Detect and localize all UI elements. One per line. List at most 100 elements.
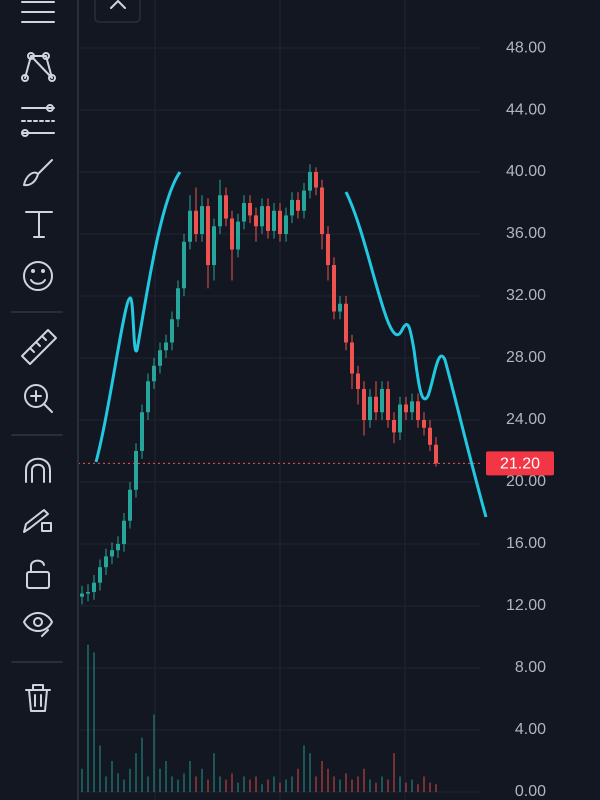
candle-body	[80, 593, 84, 597]
candle-body	[146, 381, 150, 413]
volume-bar	[111, 760, 113, 792]
y-tick-label: 20.00	[506, 473, 546, 490]
volume-bar	[135, 753, 137, 792]
candle-body	[374, 396, 378, 413]
candle-body	[224, 195, 228, 219]
candle-body	[368, 396, 372, 420]
volume-bar	[177, 779, 179, 792]
volume-bar	[387, 779, 389, 792]
candle-body	[266, 206, 270, 231]
y-tick-label: 44.00	[506, 101, 546, 118]
last-price-badge	[486, 451, 554, 476]
candle-body	[122, 520, 126, 544]
volume-bar	[435, 784, 437, 792]
candle-body	[104, 556, 108, 568]
volume-bar	[105, 776, 107, 792]
text-tool[interactable]	[25, 211, 53, 238]
candle-body	[158, 350, 162, 366]
candle-body	[98, 567, 102, 583]
volume-bar	[165, 760, 167, 792]
volume-bar	[225, 779, 227, 792]
volume-bar	[393, 753, 395, 792]
volume-bar	[327, 768, 329, 792]
volume-bar	[189, 760, 191, 792]
trend-drawing[interactable]	[94, 171, 182, 463]
candle-body	[188, 210, 192, 242]
volume-bar	[255, 776, 257, 792]
y-tick-label: 8.00	[515, 659, 546, 676]
y-tick-label: 12.00	[506, 597, 546, 614]
candle-body	[416, 401, 420, 420]
volume-bar	[423, 776, 425, 792]
visibility-tool[interactable]	[23, 612, 53, 637]
candle-body	[248, 203, 252, 216]
volume-bar	[129, 768, 131, 792]
candle-body	[176, 288, 180, 320]
volume-bar	[279, 782, 281, 792]
candle-body	[356, 373, 360, 389]
lock-drawing-tool[interactable]	[23, 509, 52, 533]
volume-bar	[303, 745, 305, 792]
volume-bar	[321, 760, 323, 792]
magnet-tool[interactable]	[25, 457, 51, 483]
volume-bar	[297, 768, 299, 792]
volume-bar	[261, 784, 263, 792]
trend-drawing[interactable]	[344, 191, 488, 518]
candle-body	[362, 388, 366, 420]
close-button[interactable]	[94, 0, 141, 23]
brush-tool[interactable]	[23, 159, 53, 187]
volume-bar	[171, 776, 173, 792]
volume-bar	[273, 776, 275, 792]
volume-bar	[231, 773, 233, 792]
volume-bar	[411, 779, 413, 792]
price-axis: 0.00 4.00 8.00 12.00 16.00 20.00 24.00 28.00 32.…	[486, 39, 554, 800]
candle-body	[92, 582, 96, 593]
lock-tool[interactable]	[26, 559, 50, 589]
volume-bar	[309, 753, 311, 792]
volume-bar	[345, 773, 347, 792]
candle-body	[308, 172, 312, 191]
pattern-tool[interactable]	[21, 52, 56, 82]
candle-body	[134, 450, 138, 490]
volume-bar	[201, 768, 203, 792]
volume-bar	[237, 782, 239, 792]
candle-body	[380, 388, 384, 413]
lines-tool[interactable]	[21, 1, 55, 23]
volume-bar	[207, 779, 209, 792]
volume-bar	[141, 737, 143, 792]
volume-bar	[375, 782, 377, 792]
candle-body	[212, 226, 216, 266]
candle-body	[164, 342, 168, 351]
candle-body	[182, 241, 186, 289]
volume-bar	[219, 776, 221, 792]
candle-body	[218, 195, 222, 227]
volume-bar	[267, 779, 269, 792]
volume-bar	[315, 776, 317, 792]
emoji-tool[interactable]	[23, 261, 53, 291]
y-tick-label: 48.00	[506, 39, 546, 56]
y-tick-label: 36.00	[506, 225, 546, 242]
candle-body	[302, 190, 306, 211]
y-tick-label: 28.00	[506, 349, 546, 366]
toolbar	[0, 0, 78, 800]
fib-tool[interactable]	[21, 104, 55, 137]
delete-tool[interactable]	[25, 684, 51, 712]
candle-body	[278, 210, 282, 235]
volume-bar	[285, 779, 287, 792]
y-tick-label: 16.00	[506, 535, 546, 552]
volume-bar	[405, 782, 407, 792]
zoom-tool[interactable]	[24, 384, 53, 413]
volume-bar	[351, 779, 353, 792]
volume-bar	[195, 776, 197, 792]
y-tick-label: 40.00	[506, 163, 546, 180]
volume-bar	[147, 776, 149, 792]
candle-body	[422, 419, 426, 428]
volume-bar	[333, 776, 335, 792]
ruler-tool[interactable]	[21, 329, 57, 365]
candle-body	[410, 401, 414, 413]
candle-body	[152, 365, 156, 382]
volume-bar	[93, 652, 95, 792]
candle-body	[110, 550, 114, 557]
